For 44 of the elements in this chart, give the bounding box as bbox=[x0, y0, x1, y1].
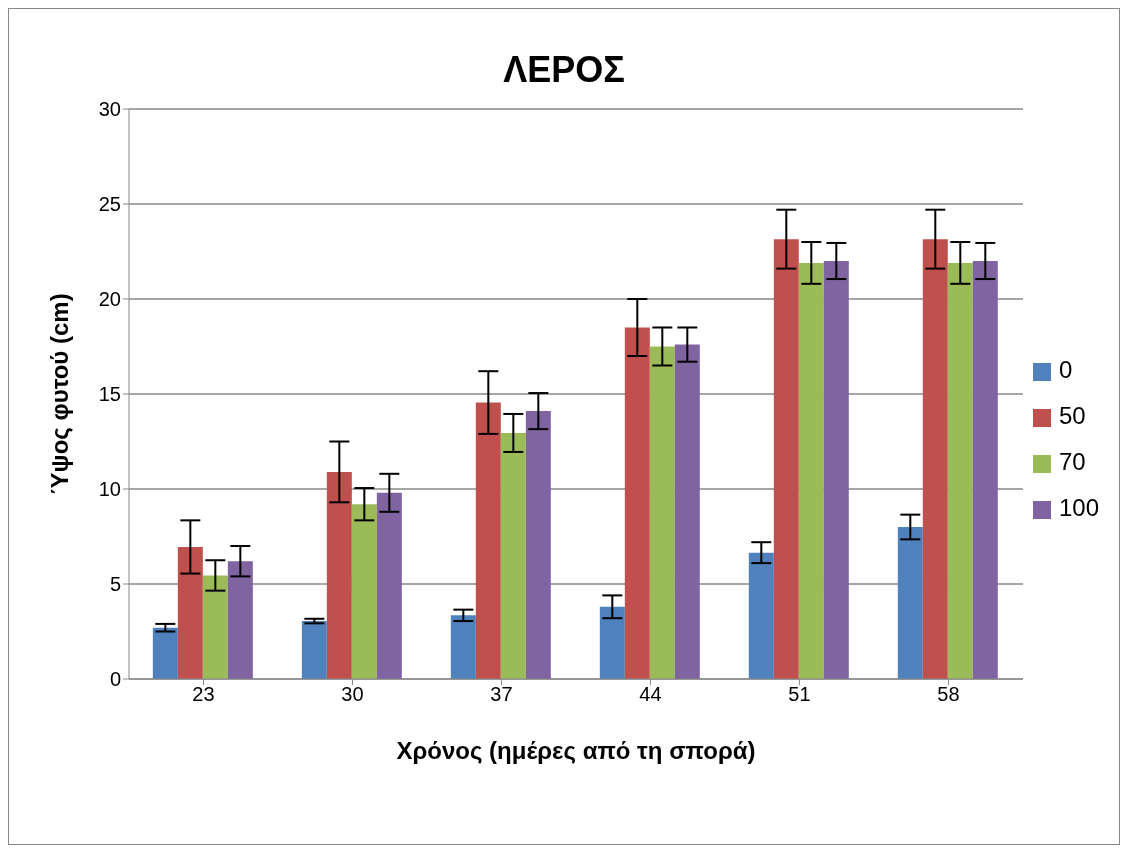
y-tick-label: 0 bbox=[109, 668, 121, 691]
bar bbox=[227, 561, 253, 679]
bar bbox=[177, 546, 203, 679]
bar bbox=[624, 327, 650, 679]
bar bbox=[649, 346, 675, 679]
bar bbox=[773, 239, 799, 679]
x-tick-label: 23 bbox=[192, 683, 215, 706]
bar bbox=[525, 411, 551, 679]
bar bbox=[972, 261, 998, 679]
bar bbox=[748, 552, 774, 679]
bar bbox=[475, 402, 501, 679]
bar bbox=[351, 504, 377, 679]
x-tick-label: 58 bbox=[937, 683, 960, 706]
bar bbox=[947, 262, 973, 679]
bar bbox=[500, 432, 526, 679]
bar bbox=[376, 492, 402, 679]
bar bbox=[450, 615, 476, 679]
x-tick-label: 30 bbox=[341, 683, 364, 706]
chart-title: ΛΕΡΟΣ bbox=[502, 49, 626, 92]
legend-label: 100 bbox=[1058, 494, 1099, 521]
bar bbox=[674, 344, 700, 679]
x-tick-label: 51 bbox=[788, 683, 811, 706]
legend-label: 0 bbox=[1058, 356, 1073, 383]
bar bbox=[599, 606, 625, 679]
bar bbox=[897, 527, 923, 679]
y-tick-label: 25 bbox=[98, 193, 121, 216]
bar bbox=[922, 239, 948, 679]
y-tick-label: 30 bbox=[98, 98, 121, 121]
legend-label: 50 bbox=[1058, 402, 1086, 429]
legend-label: 70 bbox=[1058, 448, 1086, 475]
bar bbox=[798, 262, 824, 679]
bar bbox=[326, 471, 352, 679]
x-tick-label: 37 bbox=[490, 683, 513, 706]
x-axis-title: Χρόνος (ημέρες από τη σπορά) bbox=[396, 737, 756, 764]
bar bbox=[152, 627, 178, 679]
y-tick-label: 15 bbox=[98, 383, 121, 406]
x-tick-label: 44 bbox=[639, 683, 662, 706]
bar bbox=[202, 575, 228, 679]
bar bbox=[823, 261, 849, 679]
y-tick-label: 10 bbox=[98, 478, 121, 501]
y-axis-title: Ύψος φυτού (cm) bbox=[45, 293, 73, 495]
y-tick-label: 20 bbox=[98, 288, 121, 311]
bar bbox=[301, 621, 327, 679]
y-tick-label: 5 bbox=[109, 573, 121, 596]
